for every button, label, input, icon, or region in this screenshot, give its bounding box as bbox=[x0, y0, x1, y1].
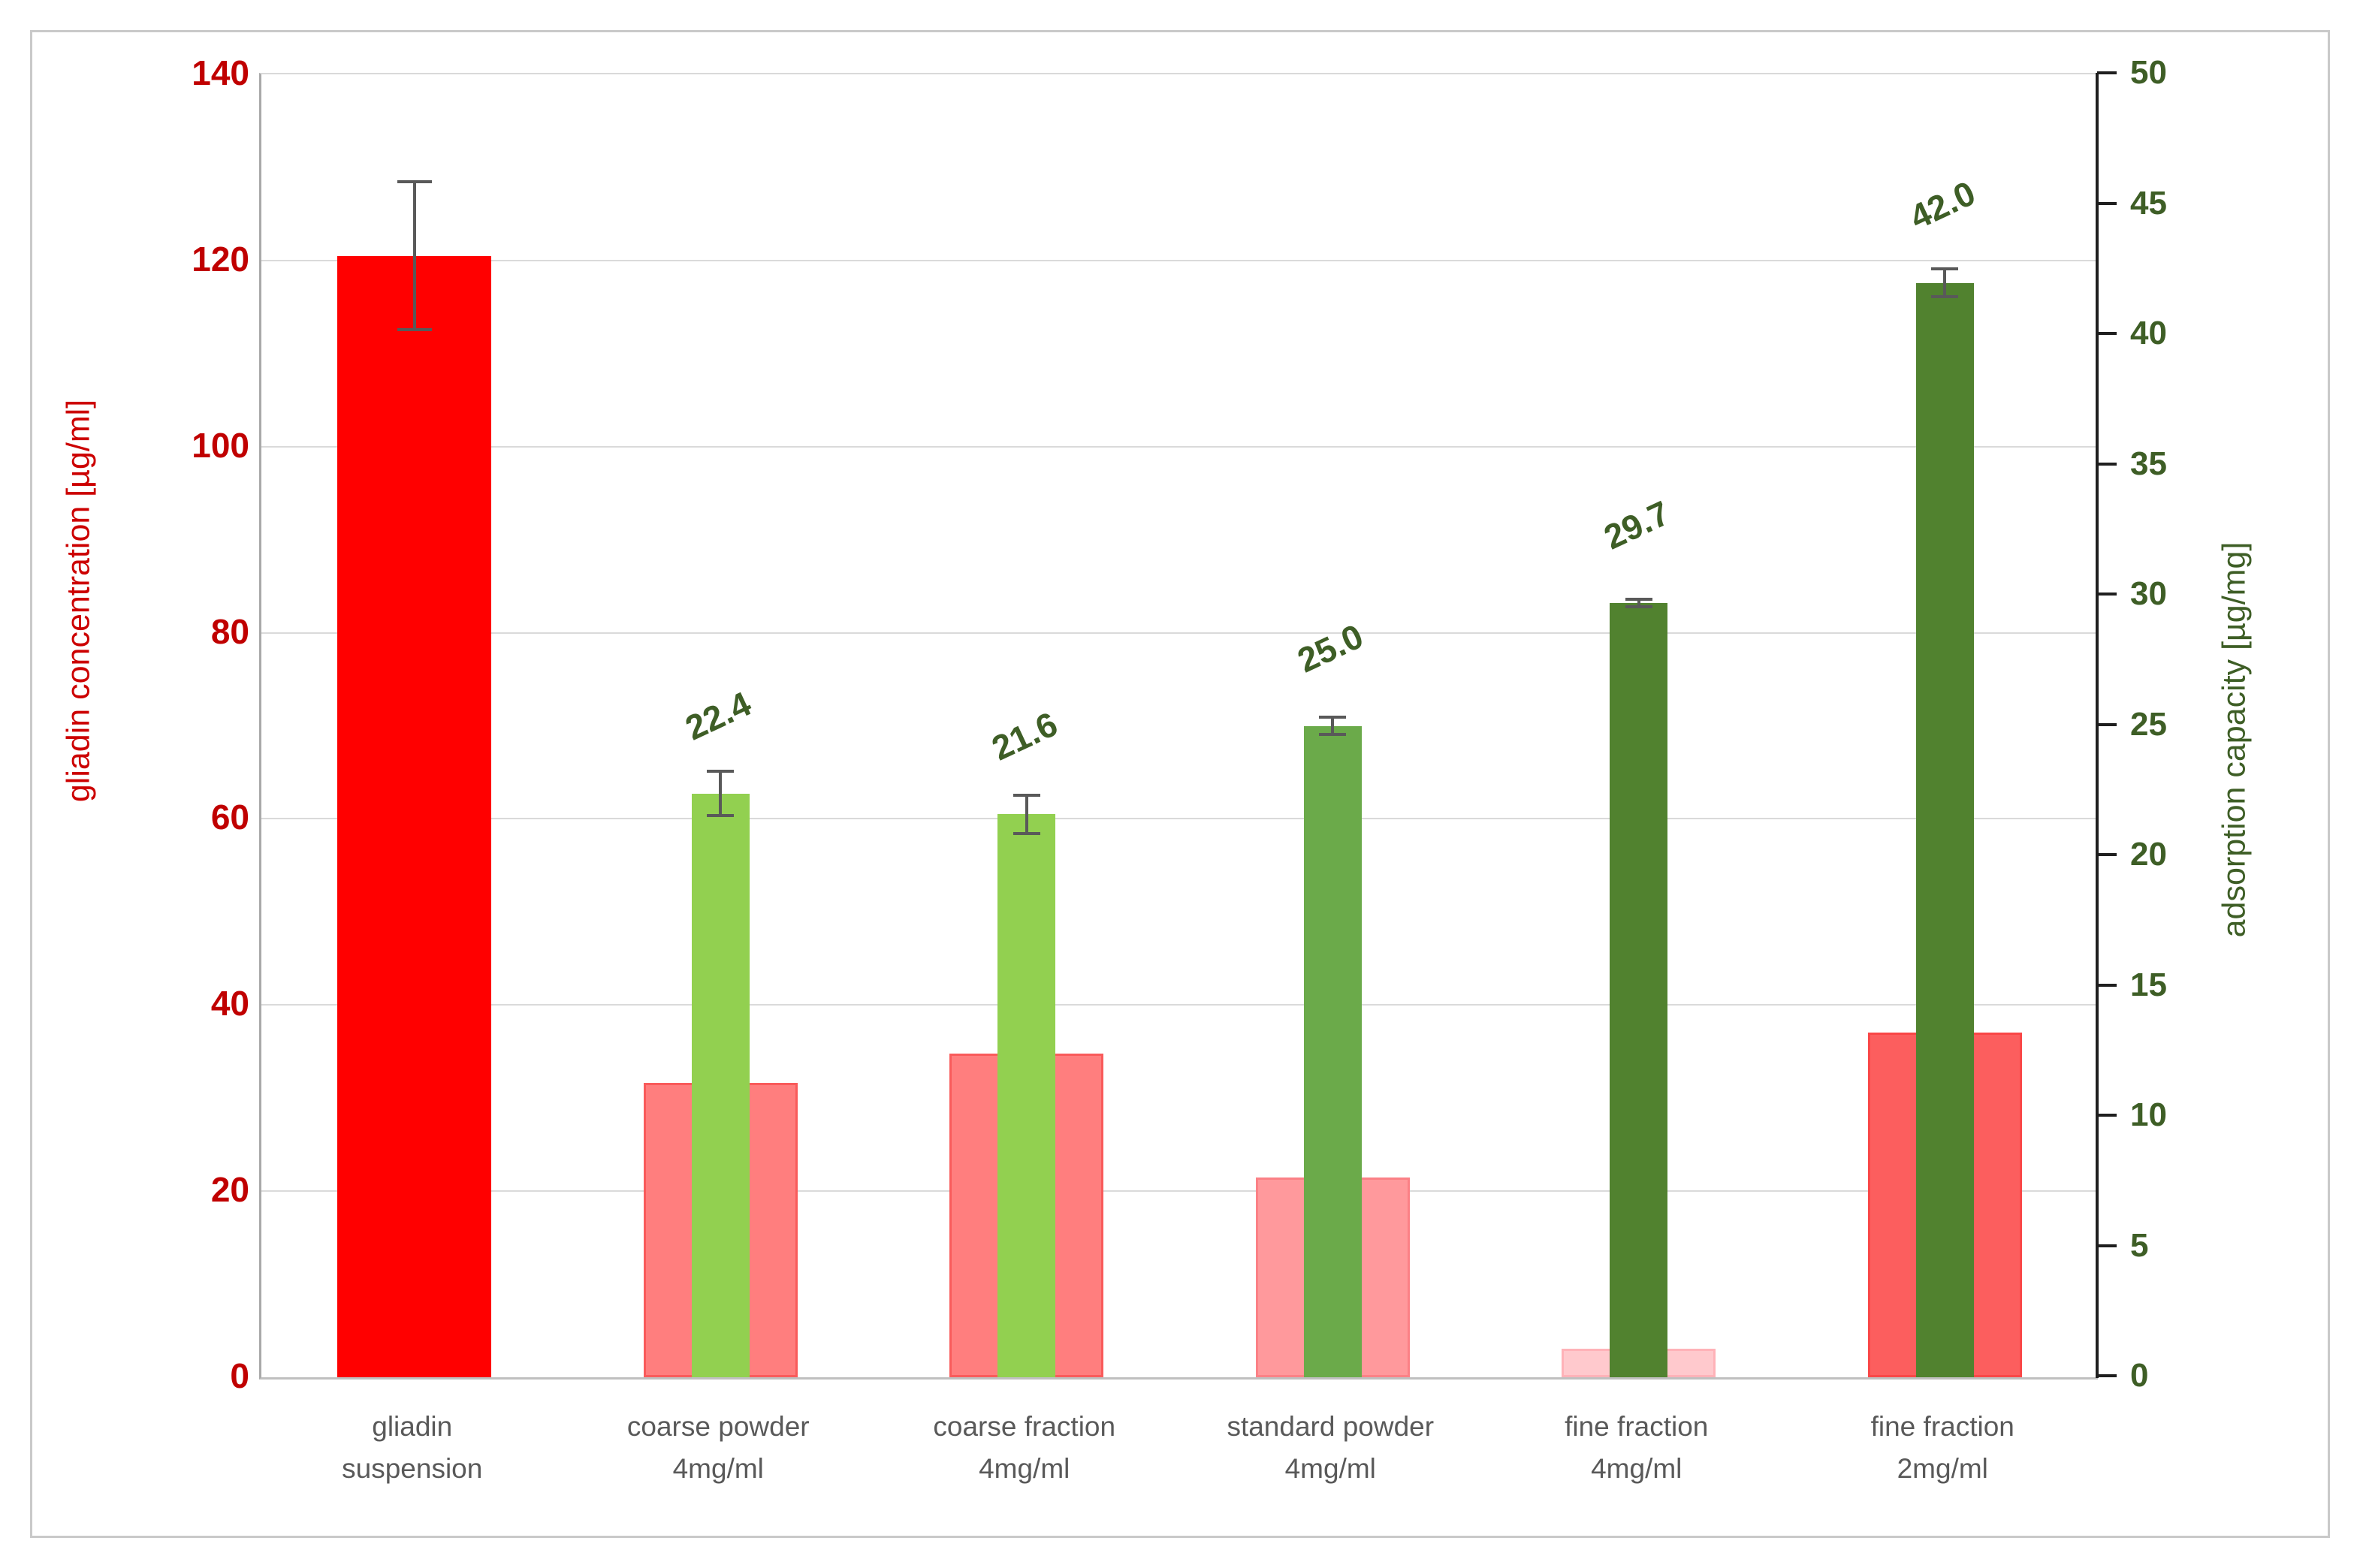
category-label-line: 4mg/ml bbox=[1284, 1453, 1376, 1484]
right-axis-tick-label: 25 bbox=[2130, 705, 2167, 743]
right-axis-tick-mark bbox=[2097, 71, 2117, 74]
right-axis-tick-mark bbox=[2097, 201, 2117, 205]
right-axis-tick-label: 15 bbox=[2130, 966, 2167, 1003]
adsorption-bar bbox=[1915, 282, 1974, 1377]
right-axis-tick-mark bbox=[2097, 462, 2117, 466]
left-axis-tick-label: 120 bbox=[192, 239, 249, 279]
adsorption-bar bbox=[1303, 725, 1362, 1377]
category-label-line: coarse powder bbox=[626, 1411, 810, 1442]
category-label-line: 2mg/ml bbox=[1897, 1453, 1988, 1484]
category-label-line: standard powder bbox=[1227, 1411, 1435, 1442]
right-axis-tick-mark bbox=[2097, 1114, 2117, 1117]
left-axis-tick-label: 100 bbox=[192, 425, 249, 465]
category-label-line: suspension bbox=[342, 1453, 483, 1484]
concentration-bar bbox=[337, 255, 492, 1377]
right-axis-tick-mark bbox=[2097, 1244, 2117, 1247]
left-axis-tick-label: 0 bbox=[230, 1356, 249, 1395]
right-axis-tick-label: 50 bbox=[2130, 54, 2167, 91]
error-bar bbox=[1931, 267, 1959, 299]
adsorption-bar bbox=[997, 814, 1056, 1377]
right-axis-tick-label: 0 bbox=[2130, 1357, 2149, 1394]
gridline bbox=[261, 259, 2098, 261]
right-axis-tick-mark bbox=[2097, 983, 2117, 987]
category-label-line: fine fraction bbox=[1870, 1411, 2014, 1442]
category-label: gliadin suspension bbox=[259, 1406, 566, 1490]
right-axis-tick-label: 35 bbox=[2130, 445, 2167, 482]
right-axis-title: adsorption capacity [µg/mg] bbox=[2216, 541, 2253, 938]
right-axis-tick-mark bbox=[2097, 722, 2117, 726]
right-axis-tick-mark bbox=[2097, 853, 2117, 856]
right-axis-tick-mark bbox=[2097, 1374, 2117, 1377]
gridline bbox=[261, 1004, 2098, 1006]
gridline bbox=[261, 632, 2098, 634]
category-label: fine fraction 4mg/ml bbox=[1483, 1406, 1790, 1490]
category-label-line: 4mg/ml bbox=[1591, 1453, 1682, 1484]
right-axis-tick-label: 10 bbox=[2130, 1096, 2167, 1133]
right-axis-tick-label: 30 bbox=[2130, 575, 2167, 612]
gridline bbox=[261, 1190, 2098, 1193]
category-label-line: coarse fraction bbox=[933, 1411, 1116, 1442]
category-label: coarse powder 4mg/ml bbox=[566, 1406, 872, 1490]
right-axis-tick-label: 20 bbox=[2130, 836, 2167, 873]
left-axis-tick-label: 140 bbox=[192, 53, 249, 92]
right-axis-tick-label: 5 bbox=[2130, 1226, 2149, 1264]
left-axis-tick-label: 20 bbox=[210, 1170, 249, 1210]
error-bar bbox=[1625, 598, 1652, 609]
category-label: standard powder 4mg/ml bbox=[1178, 1406, 1484, 1490]
right-axis-tick-mark bbox=[2097, 332, 2117, 335]
right-axis-tick-label: 40 bbox=[2130, 315, 2167, 351]
left-axis-tick-label: 80 bbox=[210, 611, 249, 651]
left-axis-tick-label: 40 bbox=[210, 984, 249, 1024]
error-bar bbox=[1013, 793, 1040, 836]
plot-area bbox=[259, 73, 2098, 1380]
category-label-line: gliadin bbox=[372, 1411, 453, 1442]
category-label: fine fraction 2mg/ml bbox=[1790, 1406, 2096, 1490]
adsorption-bar bbox=[1610, 603, 1668, 1377]
right-axis-tick-mark bbox=[2097, 593, 2117, 596]
adsorption-bar bbox=[691, 793, 750, 1377]
left-axis-tick-label: 60 bbox=[210, 798, 249, 837]
error-bar bbox=[397, 180, 432, 332]
error-bar bbox=[1319, 715, 1347, 737]
category-label-line: fine fraction bbox=[1565, 1411, 1709, 1442]
gridline bbox=[261, 445, 2098, 448]
left-axis-title: gliadin concentration [µg/ml] bbox=[60, 399, 97, 803]
category-label-line: 4mg/ml bbox=[672, 1453, 764, 1484]
category-label-line: 4mg/ml bbox=[979, 1453, 1070, 1484]
category-label: coarse fraction 4mg/ml bbox=[871, 1406, 1178, 1490]
right-axis-tick-label: 45 bbox=[2130, 184, 2167, 222]
error-bar bbox=[707, 770, 735, 817]
gridline bbox=[261, 818, 2098, 820]
